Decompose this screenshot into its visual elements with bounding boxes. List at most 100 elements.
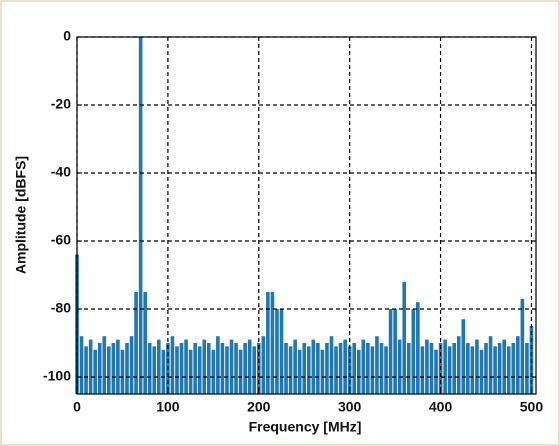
spectrum-bin — [443, 339, 447, 394]
x-axis-label: Frequency [MHz] — [249, 419, 362, 435]
spectrum-bin — [293, 339, 297, 394]
spectrum-bin — [88, 339, 93, 394]
spectrum-bin — [479, 349, 484, 394]
spectrum-bin — [157, 339, 161, 394]
spectrum-bin — [170, 336, 175, 394]
spectrum-bin — [452, 343, 456, 394]
spectrum-bin — [288, 346, 293, 394]
spectrum-bin — [470, 346, 475, 394]
spectrum-bin — [356, 349, 361, 394]
spectrum-bin — [329, 336, 334, 394]
y-tick-label: 0 — [63, 28, 71, 44]
spectrum-bin — [175, 346, 179, 394]
spectrum-bin — [502, 339, 506, 394]
spectrum-bin — [143, 292, 147, 394]
spectrum-bin — [347, 346, 352, 394]
spectrum-bin — [493, 346, 497, 394]
spectrum-bin — [388, 309, 393, 394]
spectrum-bin — [234, 343, 238, 394]
spectrum-bin — [206, 343, 211, 394]
spectrum-bin — [334, 346, 338, 394]
spectrum-bin — [275, 309, 279, 394]
spectrum-bin — [416, 302, 420, 394]
spectrum-bin — [406, 343, 411, 394]
spectrum-bin — [216, 336, 220, 394]
spectrum-bin — [179, 343, 184, 394]
spectrum-bin — [456, 336, 461, 394]
spectrum-bin — [261, 336, 266, 394]
spectrum-bin — [475, 339, 479, 394]
spectrum-bin — [361, 339, 366, 394]
spectrum-bin — [484, 343, 488, 394]
spectrum-bin — [316, 343, 320, 394]
spectrum-bin — [193, 343, 197, 394]
spectrum-bin — [93, 349, 97, 394]
spectrum-bin — [111, 343, 116, 394]
x-tick-label: 300 — [338, 399, 362, 415]
spectrum-bin — [184, 339, 188, 394]
spectrum-bin — [229, 339, 234, 394]
x-tick-label: 100 — [156, 399, 180, 415]
spectrum-bin — [375, 336, 379, 394]
spectrum-bin — [247, 339, 252, 394]
spectrum-bin — [243, 343, 247, 394]
spectrum-bin — [161, 349, 166, 394]
spectrum-bin — [311, 339, 316, 394]
x-tick-label: 400 — [429, 399, 453, 415]
y-tick-label: -20 — [51, 96, 71, 112]
spectrum-bin — [107, 346, 111, 394]
spectrum-bin — [125, 343, 129, 394]
spectrum-bin — [384, 346, 388, 394]
spectrum-bin — [320, 349, 325, 394]
spectrum-bin — [525, 343, 529, 394]
spectrum-bin — [84, 346, 88, 394]
x-tick-label: 200 — [247, 399, 271, 415]
spectrum-bin — [411, 309, 416, 394]
spectrum-bin — [129, 336, 134, 394]
spectrum-bin — [202, 339, 207, 394]
spectrum-bin — [238, 349, 243, 394]
spectrum-bin — [252, 346, 257, 394]
spectrum-bin — [352, 343, 357, 394]
spectrum-bin — [188, 349, 193, 394]
plot-background — [77, 37, 536, 394]
spectrum-bin — [366, 343, 370, 394]
spectrum-bin — [461, 319, 466, 394]
spectrum-bin — [379, 343, 384, 394]
spectrum-bin — [279, 309, 284, 394]
spectrum-bin — [402, 281, 407, 394]
spectrum-bin — [434, 349, 438, 394]
y-tick-label: -80 — [51, 300, 71, 316]
spectrum-bin — [147, 343, 152, 394]
spectrum-bin — [425, 339, 429, 394]
spectrum-bin — [284, 343, 288, 394]
spectrum-bin — [197, 346, 202, 394]
spectrum-bin — [338, 343, 343, 394]
spectrum-bin — [370, 346, 375, 394]
x-tick-label: 0 — [73, 399, 81, 415]
plot-border — [76, 36, 537, 395]
spectrum-bin — [343, 339, 347, 394]
spectrum-bin — [266, 292, 270, 394]
spectrum-bin — [297, 349, 302, 394]
spectrum-bin — [102, 336, 107, 394]
spectrum-bin — [466, 343, 470, 394]
spectrum-bin — [138, 37, 143, 394]
spectrum-bin — [325, 343, 329, 394]
spectrum-bin — [225, 346, 229, 394]
y-tick-label: -40 — [51, 164, 71, 180]
spectrum-bin — [134, 292, 138, 394]
spectrum-bin — [506, 346, 511, 394]
spectrum-bin — [429, 343, 434, 394]
x-tick-label: 500 — [520, 399, 544, 415]
spectrum-bin — [79, 336, 84, 394]
spectrum-bin — [116, 339, 120, 394]
spectrum-bin — [302, 343, 307, 394]
spectrum-bin — [270, 292, 275, 394]
y-tick-label: -100 — [43, 368, 71, 384]
spectrum-bin — [211, 349, 216, 394]
spectrum-bin — [516, 336, 520, 394]
